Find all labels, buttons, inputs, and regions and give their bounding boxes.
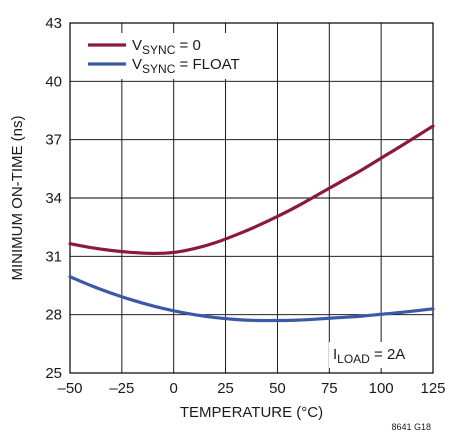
x-tick-label: 25 xyxy=(217,380,234,397)
series-line xyxy=(68,275,435,323)
legend-label: VSYNC = FLOAT xyxy=(132,56,240,76)
y-tick-labels: 25 28 31 34 37 40 43 xyxy=(45,15,62,382)
x-tick-label: –50 xyxy=(57,380,82,397)
load-annotation: ILOAD = 2A xyxy=(333,346,405,366)
load-annotation-rest: = 2A xyxy=(370,346,405,363)
x-axis-label: TEMPERATURE (°C) xyxy=(180,404,323,421)
y-tick-label: 40 xyxy=(45,73,62,90)
y-tick-label: 37 xyxy=(45,132,62,149)
y-tick-label: 31 xyxy=(45,248,62,265)
y-tick-label: 25 xyxy=(45,365,62,382)
plot-frame xyxy=(69,22,434,374)
grid xyxy=(70,23,433,373)
y-axis-label: MINIMUM ON-TIME (ns) xyxy=(9,116,26,281)
y-tick-label: 43 xyxy=(45,15,62,32)
x-tick-label: 75 xyxy=(321,380,338,397)
legend-background xyxy=(76,33,258,79)
x-tick-label: –25 xyxy=(109,380,134,397)
legend-label: VSYNC = 0 xyxy=(132,37,201,57)
x-tick-labels: –50 –25 0 25 50 75 100 125 xyxy=(57,380,445,397)
figure-id: 8641 G18 xyxy=(391,422,431,432)
load-annotation-base: I xyxy=(333,346,337,363)
load-annotation-sub: LOAD xyxy=(337,352,370,366)
annotation-background xyxy=(329,342,429,368)
y-tick-label: 34 xyxy=(45,190,62,207)
series-lines xyxy=(68,124,435,323)
y-tick-label: 28 xyxy=(45,307,62,324)
x-tick-label: 125 xyxy=(420,380,445,397)
x-tick-label: 100 xyxy=(369,380,394,397)
x-tick-label: 0 xyxy=(170,380,178,397)
x-tick-label: 50 xyxy=(269,380,286,397)
series-line xyxy=(68,124,435,256)
